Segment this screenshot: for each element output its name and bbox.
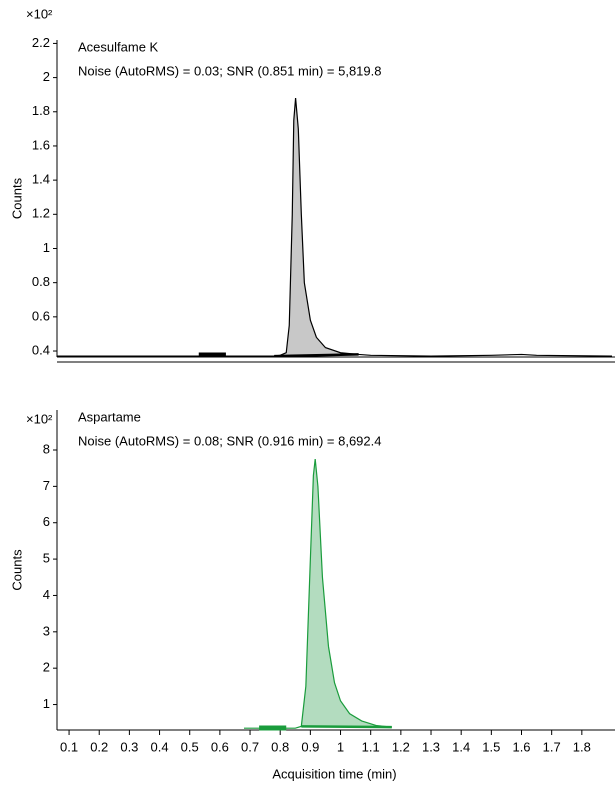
- y-tick-label: 1: [43, 696, 50, 711]
- y-tick-label: 6: [43, 514, 50, 529]
- y-tick-label: 0.6: [32, 308, 50, 323]
- y-axis-label: Counts: [9, 549, 24, 591]
- noise-annotation: Noise (AutoRMS) = 0.03; SNR (0.851 min) …: [78, 63, 381, 78]
- x-tick-label: 0.5: [181, 739, 199, 754]
- y-tick-label: 1.2: [32, 206, 50, 221]
- compound-title: Acesulfame K: [78, 39, 159, 54]
- y-multiplier: ×10²: [26, 6, 53, 21]
- y-tick-label: 0.4: [32, 342, 50, 357]
- y-tick-label: 7: [43, 478, 50, 493]
- x-tick-label: 0.6: [211, 739, 229, 754]
- y-tick-label: 1.4: [32, 172, 50, 187]
- peak-area: [274, 98, 359, 357]
- y-axis-label: Counts: [9, 177, 24, 219]
- x-tick-label: 1.4: [452, 739, 470, 754]
- y-multiplier: ×10²: [26, 411, 53, 426]
- y-tick-label: 8: [43, 441, 50, 456]
- x-tick-label: 0.7: [241, 739, 259, 754]
- noise-annotation: Noise (AutoRMS) = 0.08; SNR (0.916 min) …: [78, 433, 381, 448]
- x-tick-label: 1.2: [392, 739, 410, 754]
- y-tick-label: 3: [43, 623, 50, 638]
- y-tick-label: 1.8: [32, 103, 50, 118]
- signal-line: [57, 98, 613, 357]
- y-tick-label: 2.2: [32, 35, 50, 50]
- y-tick-label: 1.6: [32, 137, 50, 152]
- x-tick-label: 0.4: [151, 739, 169, 754]
- x-tick-label: 0.2: [90, 739, 108, 754]
- compound-title: Aspartame: [78, 409, 141, 424]
- x-tick-label: 1.6: [512, 739, 530, 754]
- x-tick-label: 1.3: [422, 739, 440, 754]
- y-tick-label: 0.8: [32, 274, 50, 289]
- y-tick-label: 4: [43, 587, 50, 602]
- integration-baseline: [301, 725, 392, 729]
- x-tick-label: 0.8: [271, 739, 289, 754]
- signal-line: [244, 459, 392, 729]
- y-tick-label: 1: [43, 240, 50, 255]
- y-tick-label: 2: [43, 69, 50, 84]
- x-axis-label: Acquisition time (min): [272, 766, 396, 781]
- x-tick-label: 1.1: [362, 739, 380, 754]
- x-tick-label: 1: [337, 739, 344, 754]
- peak-area: [301, 459, 392, 728]
- integration-baseline: [274, 353, 359, 358]
- x-tick-label: 1.7: [543, 739, 561, 754]
- x-tick-label: 1.8: [573, 739, 591, 754]
- x-tick-label: 0.1: [60, 739, 78, 754]
- y-tick-label: 5: [43, 551, 50, 566]
- x-tick-label: 0.9: [301, 739, 319, 754]
- y-tick-label: 2: [43, 660, 50, 675]
- x-tick-label: 1.5: [482, 739, 500, 754]
- x-tick-label: 0.3: [120, 739, 138, 754]
